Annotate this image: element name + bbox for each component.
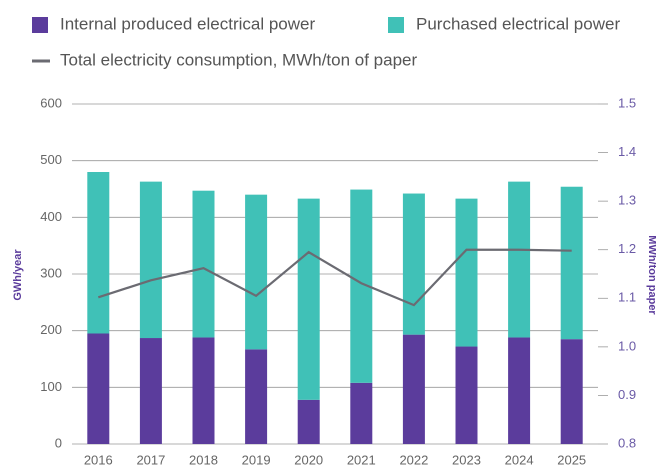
y-tick-label: 200 — [40, 322, 62, 337]
y2-tick-label: 0.8 — [618, 435, 636, 450]
y-axis-label: GWh/year — [12, 249, 24, 301]
y2-axis-label: MWh/ton paper — [646, 235, 656, 315]
bar-segment — [508, 337, 531, 444]
x-tick-label: 2023 — [452, 452, 481, 465]
y2-tick-label: 1.3 — [618, 193, 636, 208]
bar-segment — [350, 189, 373, 383]
bar-segment — [87, 172, 110, 334]
y-tick-label: 100 — [40, 379, 62, 394]
bar-segment — [245, 349, 268, 444]
bar-segment — [455, 198, 478, 347]
bar-segment — [245, 194, 268, 350]
x-tick-label: 2022 — [399, 452, 428, 465]
legend-label: Purchased electrical power — [416, 14, 620, 33]
y-tick-label: 500 — [40, 152, 62, 167]
y2-tick-label: 1.2 — [618, 241, 636, 256]
y-tick-label: 300 — [40, 265, 62, 280]
y-tick-label: 600 — [40, 95, 62, 110]
bar-segment — [297, 399, 320, 444]
y-tick-label: 400 — [40, 209, 62, 224]
legend-swatch — [32, 17, 48, 33]
bar-segment — [402, 334, 425, 444]
legend-swatch — [32, 59, 50, 63]
bar-segment — [297, 198, 320, 400]
bar-segment — [192, 190, 215, 338]
x-tick-label: 2016 — [84, 452, 113, 465]
x-tick-label: 2024 — [505, 452, 534, 465]
x-tick-label: 2021 — [347, 452, 376, 465]
bar-segment — [139, 181, 162, 339]
y2-tick-label: 1.4 — [618, 144, 636, 159]
y2-tick-label: 1.5 — [618, 95, 636, 110]
bar-segment — [350, 382, 373, 444]
line — [97, 248, 572, 307]
bar-segment — [87, 333, 110, 444]
x-tick-label: 2019 — [242, 452, 271, 465]
legend-label: Total electricity consumption, MWh/ton o… — [60, 50, 417, 69]
y-tick-label: 0 — [55, 435, 62, 450]
x-tick-label: 2017 — [136, 452, 165, 465]
bar-segment — [139, 338, 162, 444]
y2-tick-label: 0.9 — [618, 387, 636, 402]
x-tick-label: 2020 — [294, 452, 323, 465]
legend-swatch — [388, 17, 404, 33]
x-tick-label: 2025 — [557, 452, 586, 465]
y2-tick-label: 1.0 — [618, 338, 636, 353]
bar-segment — [455, 346, 478, 444]
bar-segment — [192, 337, 215, 444]
bar-segment — [560, 186, 583, 340]
bar-segment — [402, 193, 425, 335]
legend-label: Internal produced electrical power — [60, 14, 315, 33]
bar-segment — [560, 339, 583, 444]
bar-segment — [508, 181, 531, 338]
x-tick-label: 2018 — [189, 452, 218, 465]
y2-tick-label: 1.1 — [618, 290, 636, 305]
